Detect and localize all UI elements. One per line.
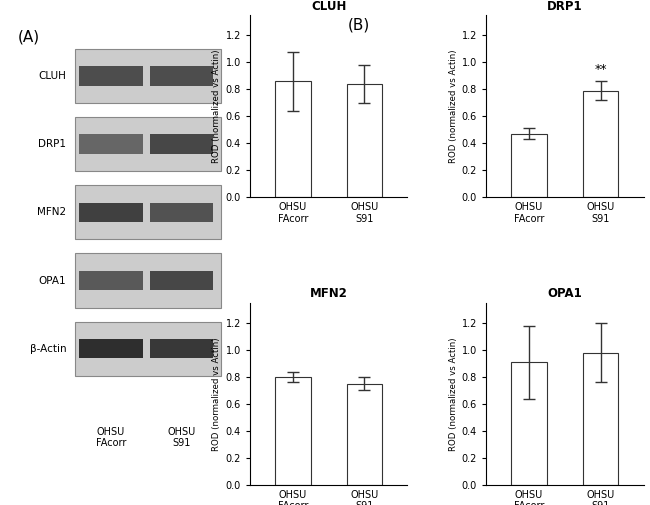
Bar <box>150 271 213 290</box>
Text: OHSU
FAcorr: OHSU FAcorr <box>96 427 126 448</box>
Bar <box>275 81 311 197</box>
Bar <box>346 384 382 485</box>
Bar <box>511 362 547 485</box>
Y-axis label: ROD (normalized vs Actin): ROD (normalized vs Actin) <box>448 49 458 163</box>
Bar <box>75 49 222 103</box>
Title: CLUH: CLUH <box>311 0 346 13</box>
Text: CLUH: CLUH <box>38 71 66 81</box>
Text: MFN2: MFN2 <box>37 208 66 218</box>
Bar <box>150 203 213 222</box>
Y-axis label: ROD (normalized vs Actin): ROD (normalized vs Actin) <box>213 337 222 450</box>
Title: MFN2: MFN2 <box>310 287 348 300</box>
Bar <box>75 254 222 308</box>
Title: OPA1: OPA1 <box>547 287 582 300</box>
Bar <box>75 185 222 239</box>
Title: DRP1: DRP1 <box>547 0 582 13</box>
Bar <box>75 117 222 171</box>
Bar <box>79 203 143 222</box>
Bar <box>275 377 311 485</box>
Y-axis label: ROD (normalized vs Actin): ROD (normalized vs Actin) <box>213 49 222 163</box>
Text: β-Actin: β-Actin <box>29 343 66 354</box>
Bar <box>79 271 143 290</box>
Bar <box>150 339 213 359</box>
Bar <box>582 91 618 197</box>
Bar <box>150 134 213 154</box>
Bar <box>346 84 382 197</box>
Bar <box>79 66 143 86</box>
Text: OPA1: OPA1 <box>38 276 66 285</box>
Text: DRP1: DRP1 <box>38 139 66 149</box>
Bar <box>582 352 618 485</box>
Text: (B): (B) <box>348 18 370 33</box>
Bar <box>79 134 143 154</box>
Bar <box>511 134 547 197</box>
Text: (A): (A) <box>18 29 40 44</box>
Bar <box>75 322 222 376</box>
Text: OHSU
S91: OHSU S91 <box>167 427 196 448</box>
Bar <box>79 339 143 359</box>
Y-axis label: ROD (normalized vs Actin): ROD (normalized vs Actin) <box>448 337 458 450</box>
Bar <box>150 66 213 86</box>
Text: **: ** <box>594 63 607 76</box>
